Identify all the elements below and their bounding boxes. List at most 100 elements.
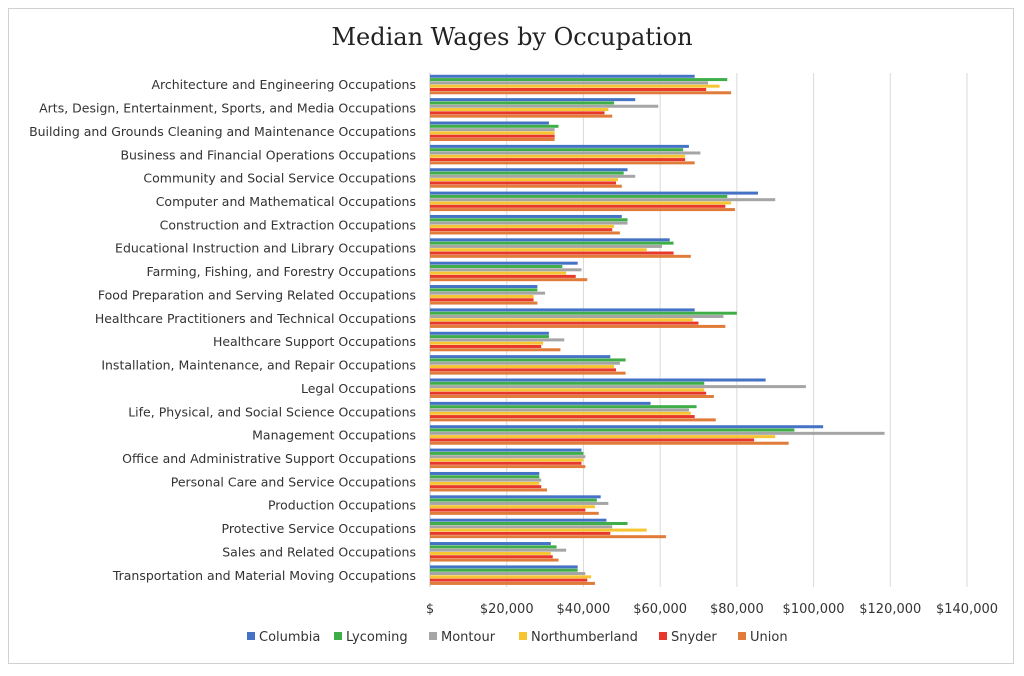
bar	[430, 241, 674, 245]
bar	[430, 388, 705, 392]
bar	[430, 151, 701, 155]
bar	[430, 254, 691, 258]
category-label: Educational Instruction and Library Occu…	[115, 241, 416, 256]
bar	[430, 204, 726, 208]
category-label: Building and Grounds Cleaning and Mainte…	[29, 124, 416, 139]
bar	[430, 271, 567, 275]
bar	[430, 568, 578, 572]
bar	[430, 551, 551, 555]
bar	[430, 531, 611, 535]
legend-label: Lycoming	[346, 630, 408, 645]
bar	[430, 315, 724, 319]
bar	[430, 511, 599, 515]
bar	[430, 542, 551, 546]
bar	[430, 361, 620, 365]
bar	[430, 224, 615, 228]
bar	[430, 555, 553, 559]
bar	[430, 578, 588, 582]
bar	[430, 481, 540, 485]
category-label: Farming, Fishing, and Forestry Occupatio…	[147, 264, 416, 279]
category-label: Personal Care and Service Occupations	[171, 474, 416, 489]
bar	[430, 181, 617, 185]
bar	[430, 144, 689, 148]
bar	[430, 324, 726, 328]
bar	[430, 218, 628, 222]
bar	[430, 294, 534, 298]
bar	[430, 451, 584, 455]
legend-label: Snyder	[671, 630, 717, 645]
bar	[430, 358, 626, 362]
category-label: Transportation and Material Moving Occup…	[112, 568, 416, 583]
x-tick-label: $	[426, 602, 434, 617]
bar	[430, 221, 628, 225]
x-tick-label: $40,000	[557, 602, 611, 617]
bar	[430, 178, 618, 182]
bar	[430, 535, 666, 539]
bar	[430, 478, 542, 482]
category-label: Protective Service Occupations	[222, 521, 416, 536]
legend: Columbia Lycoming Montour Northumberland Sny…	[247, 630, 788, 645]
bar	[430, 274, 576, 278]
bar	[430, 565, 578, 569]
bar	[430, 498, 597, 502]
bar	[430, 335, 549, 339]
bar	[430, 174, 636, 178]
bar	[430, 87, 707, 91]
category-label: Healthcare Practitioners and Technical O…	[95, 311, 416, 326]
bar	[430, 114, 613, 118]
bar	[430, 341, 544, 345]
x-tick-label: $100,000	[783, 602, 845, 617]
bar	[430, 528, 647, 532]
bar	[430, 471, 540, 475]
bar	[430, 405, 697, 409]
bar	[430, 441, 789, 445]
x-tick-label: $140,000	[936, 602, 998, 617]
bar	[430, 391, 707, 395]
category-label: Food Preparation and Serving Related Occ…	[98, 287, 416, 302]
bar	[430, 131, 555, 135]
legend-swatch	[659, 632, 667, 640]
legend-swatch	[247, 632, 255, 640]
bar	[430, 418, 716, 422]
bar	[430, 148, 684, 152]
legend-label: Columbia	[259, 630, 320, 645]
bar	[430, 431, 885, 435]
bar	[430, 581, 595, 585]
bar	[430, 465, 586, 469]
bar	[430, 214, 622, 218]
bar	[430, 191, 758, 195]
bar	[430, 248, 647, 252]
x-axis-ticks: $ $20,000 $40,000 $60,000 $80,000 $100,000 $12…	[426, 602, 998, 617]
bar	[430, 74, 695, 78]
bar	[430, 408, 689, 412]
legend-swatch	[519, 632, 527, 640]
bar	[430, 98, 636, 102]
bar	[430, 128, 555, 132]
bar	[430, 365, 615, 369]
bar	[430, 288, 538, 292]
bar	[430, 338, 565, 342]
bar	[430, 344, 542, 348]
x-tick-label: $120,000	[859, 602, 921, 617]
category-label: Computer and Mathematical Occupations	[156, 194, 416, 209]
bar	[430, 488, 547, 492]
bar	[430, 84, 720, 88]
bar	[430, 545, 557, 549]
bar	[430, 158, 686, 162]
bar	[430, 134, 555, 138]
x-tick-label: $80,000	[710, 602, 764, 617]
category-label: Production Occupations	[268, 498, 416, 513]
bar	[430, 411, 691, 415]
bar	[430, 268, 582, 272]
bar	[430, 231, 620, 235]
bar	[430, 171, 624, 175]
bar	[430, 495, 601, 499]
bar	[430, 461, 582, 465]
bar	[430, 371, 626, 375]
bar	[430, 104, 659, 108]
bar	[430, 228, 613, 232]
bar	[430, 428, 795, 432]
bar	[430, 508, 586, 512]
bar	[430, 285, 538, 289]
bar	[430, 208, 735, 212]
